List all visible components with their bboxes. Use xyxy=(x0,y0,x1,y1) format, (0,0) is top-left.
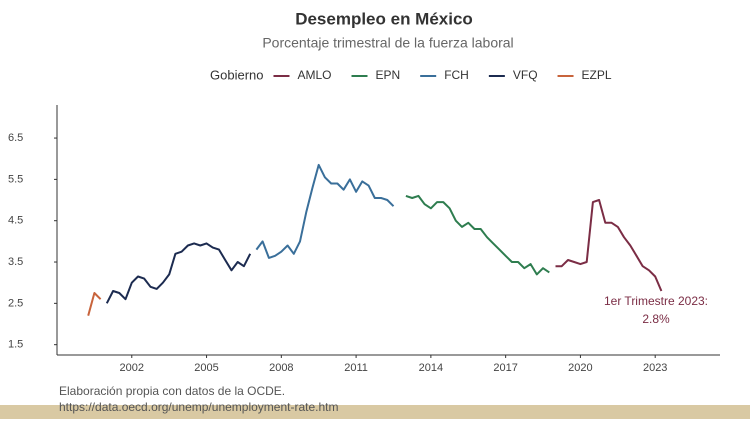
legend-label: AMLO xyxy=(297,68,331,82)
chart-subtitle: Porcentaje trimestral de la fuerza labor… xyxy=(262,35,513,51)
series-line xyxy=(87,292,102,316)
source-url: https://data.oecd.org/unemp/unemployment… xyxy=(59,400,339,414)
annotation: 2.8% xyxy=(642,312,670,326)
x-tick-label: 2008 xyxy=(269,362,293,374)
chart-title: Desempleo en México xyxy=(295,9,473,28)
series-line xyxy=(555,199,663,292)
y-tick-label: 4.5 xyxy=(8,215,23,227)
y-tick-label: 3.5 xyxy=(8,256,23,268)
legend-title: Gobierno xyxy=(210,67,263,82)
y-tick-label: 5.5 xyxy=(8,173,23,185)
series-line xyxy=(255,163,395,259)
annotation: 1er Trimestre 2023: xyxy=(604,294,708,308)
x-tick-label: 2023 xyxy=(643,362,667,374)
footer-band xyxy=(0,405,750,419)
series-line xyxy=(105,242,252,304)
legend-label: FCH xyxy=(444,68,469,82)
source-text: Elaboración propia con datos de la OCDE. xyxy=(59,384,285,398)
y-tick-label: 6.5 xyxy=(8,132,23,144)
series-line xyxy=(405,194,550,276)
x-tick-label: 2011 xyxy=(344,362,368,374)
x-tick-label: 2020 xyxy=(568,362,592,374)
legend-label: EPN xyxy=(376,68,401,82)
x-tick-label: 2014 xyxy=(419,362,443,374)
y-tick-label: 1.5 xyxy=(8,339,23,351)
y-tick-label: 2.5 xyxy=(8,297,23,309)
legend-label: VFQ xyxy=(513,68,538,82)
x-tick-label: 2005 xyxy=(194,362,218,374)
x-tick-label: 2017 xyxy=(493,362,517,374)
x-tick-label: 2002 xyxy=(120,362,144,374)
legend-label: EZPL xyxy=(582,68,612,82)
